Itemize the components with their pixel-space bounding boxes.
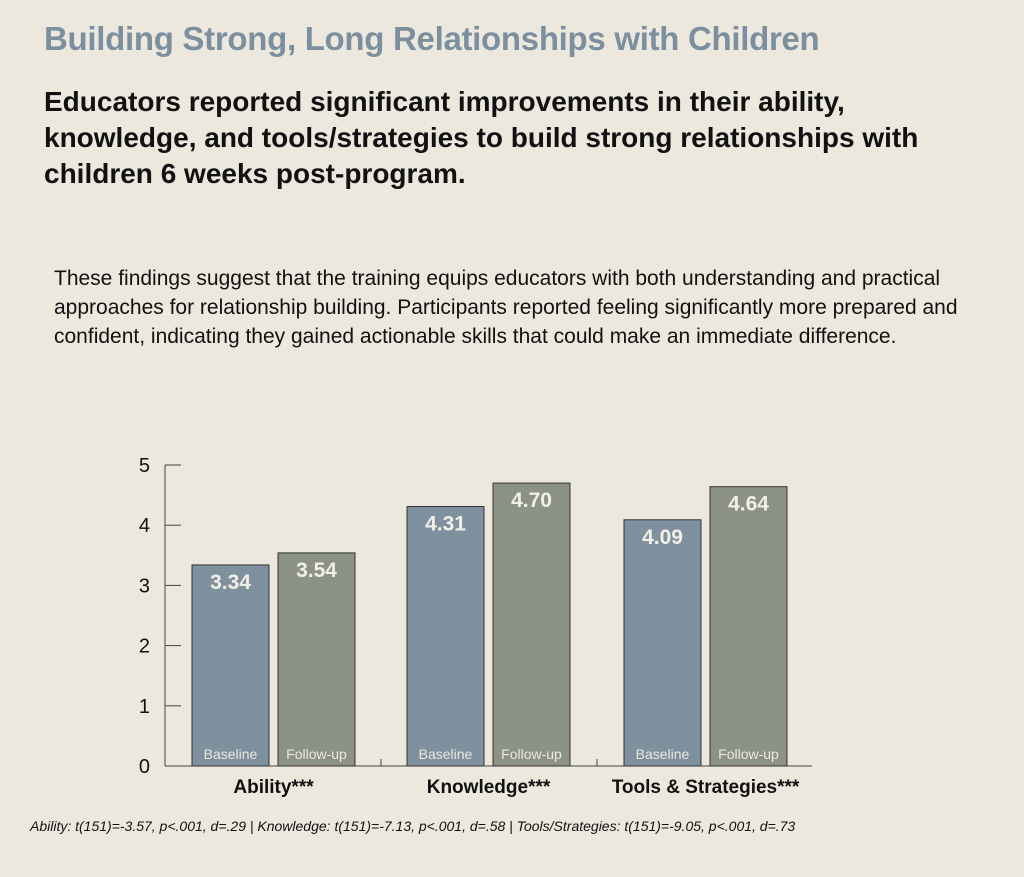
y-tick-label: 1 <box>139 696 150 718</box>
page-title: Building Strong, Long Relationships with… <box>44 20 820 57</box>
data-label: 4.64 <box>728 493 769 516</box>
category-label: Ability*** <box>233 777 314 798</box>
series-label: Follow-up <box>501 746 562 762</box>
bar-follow-up <box>709 486 788 767</box>
series-label: Baseline <box>636 746 690 762</box>
series-label: Baseline <box>419 746 473 762</box>
bar-baseline <box>623 519 702 767</box>
series-label: Baseline <box>204 746 258 762</box>
y-tick-label: 0 <box>139 756 150 778</box>
headline-text: Educators reported <box>44 86 311 117</box>
data-label: 4.09 <box>642 526 683 549</box>
data-label: 4.70 <box>511 489 552 512</box>
bar-baseline <box>191 564 270 767</box>
headline: Educators reported significant improveme… <box>44 84 1004 192</box>
headline-emphasis: significant improvements <box>310 86 650 117</box>
series-label: Follow-up <box>286 746 347 762</box>
bar-follow-up <box>277 552 356 767</box>
category-label: Tools & Strategies*** <box>612 777 800 798</box>
bar-baseline <box>406 506 485 767</box>
body-text: These findings suggest that the training… <box>54 267 958 348</box>
y-tick-label: 4 <box>139 515 150 537</box>
y-tick-label: 3 <box>139 575 150 597</box>
data-label: 4.31 <box>425 513 466 536</box>
bar-follow-up <box>492 482 571 767</box>
y-tick-label: 5 <box>139 455 150 477</box>
headline-text-end: in their ability, knowledge, and tools/s… <box>44 86 919 189</box>
data-label: 3.54 <box>296 559 337 582</box>
category-label: Knowledge*** <box>427 777 551 798</box>
data-label: 3.34 <box>210 571 251 594</box>
y-tick-label: 2 <box>139 636 150 658</box>
series-label: Follow-up <box>718 746 779 762</box>
footnote: Ability: t(151)=-3.57, p<.001, d=.29 | K… <box>30 818 796 834</box>
